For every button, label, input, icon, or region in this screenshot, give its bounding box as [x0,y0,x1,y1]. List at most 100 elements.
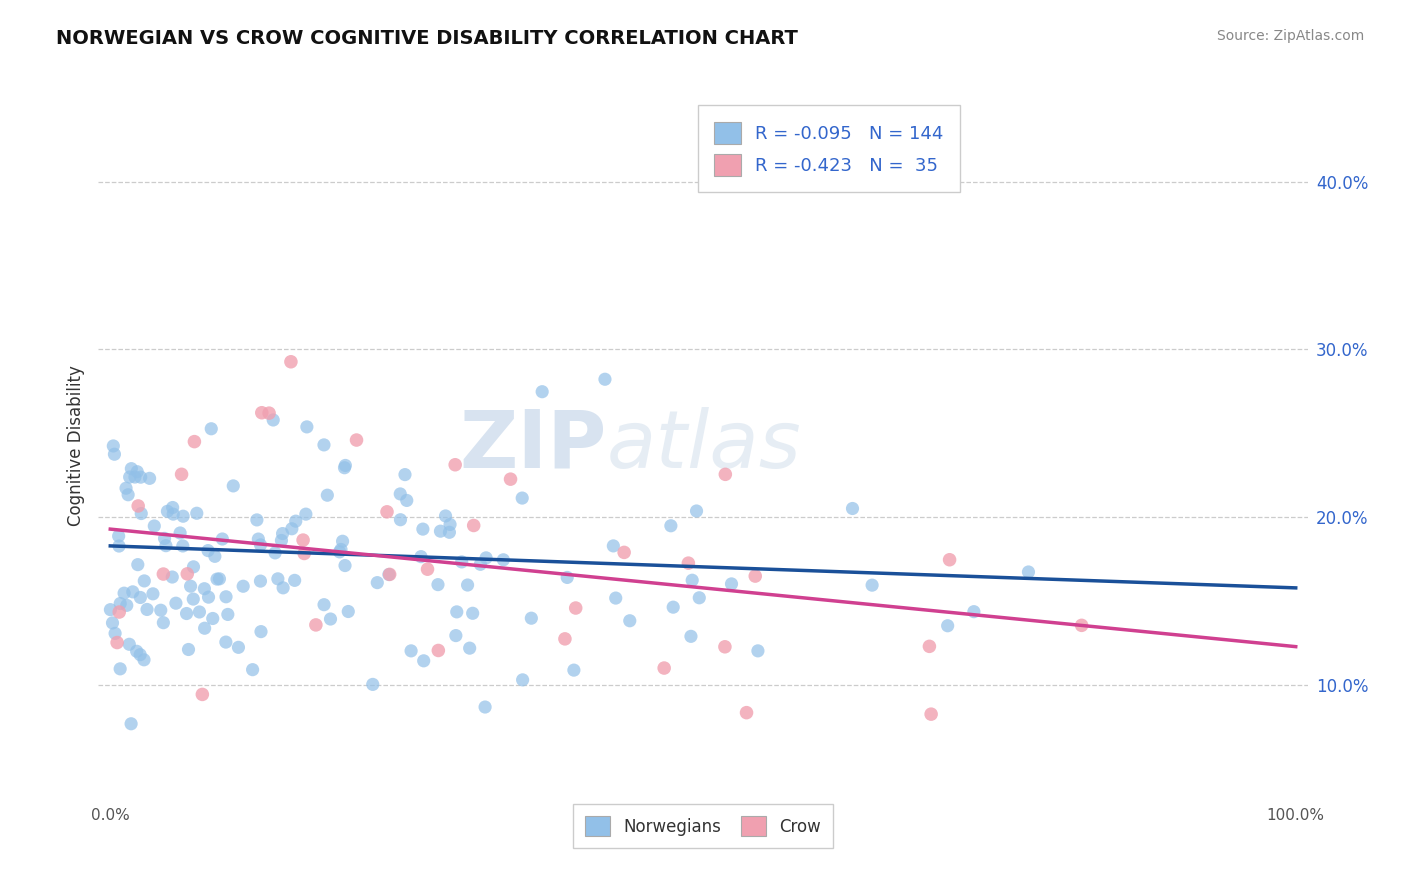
Point [510,491,533,505]
Point [129,648,152,662]
Point [312,438,335,452]
Point [328,545,350,559]
Point [714,640,737,654]
Point [152,567,174,582]
Point [281,522,304,536]
Point [284,514,307,528]
Point [197,543,219,558]
Point [134,574,156,588]
Point [332,534,354,549]
Point [124,470,146,484]
Text: NORWEGIAN VS CROW COGNITIVE DISABILITY CORRELATION CHART: NORWEGIAN VS CROW COGNITIVE DISABILITY C… [56,29,799,48]
Point [605,591,627,605]
Point [335,458,357,473]
Point [208,572,231,586]
Point [108,539,131,553]
Point [193,582,215,596]
Point [470,558,492,572]
Point [389,513,412,527]
Point [399,644,422,658]
Point [103,447,125,461]
Point [409,549,432,564]
Point [292,533,315,547]
Point [115,599,138,613]
Point [499,472,522,486]
Point [118,470,141,484]
Point [271,526,294,541]
Point [194,621,217,635]
Point [264,546,287,560]
Point [101,615,124,630]
Point [305,618,328,632]
Text: atlas: atlas [606,407,801,485]
Point [280,355,302,369]
Point [217,607,239,622]
Point [284,574,307,588]
Point [132,653,155,667]
Point [120,716,142,731]
Point [659,518,682,533]
Point [127,499,149,513]
Point [267,572,290,586]
Point [520,611,543,625]
Point [191,687,214,701]
Point [562,663,585,677]
Point [249,574,271,588]
Point [108,597,131,611]
Point [183,434,205,449]
Point [475,550,498,565]
Point [444,629,467,643]
Point [138,471,160,485]
Point [211,532,233,546]
Point [162,500,184,515]
Text: Source: ZipAtlas.com: Source: ZipAtlas.com [1216,29,1364,44]
Point [366,575,388,590]
Point [554,632,576,646]
Point [439,525,461,540]
Point [427,643,450,657]
Point [127,558,149,572]
Point [204,549,226,564]
Point [172,539,194,553]
Point [412,522,434,536]
Point [714,467,737,482]
Point [378,567,401,582]
Point [112,586,135,600]
Point [434,508,457,523]
Point [125,644,148,658]
Point [330,542,353,557]
Point [142,587,165,601]
Point [685,504,707,518]
Point [457,578,479,592]
Point [450,555,472,569]
Point [155,539,177,553]
Point [602,539,624,553]
Point [270,533,292,548]
Point [250,624,273,639]
Point [461,607,484,621]
Point [200,422,222,436]
Y-axis label: Cognitive Disability: Cognitive Disability [66,366,84,526]
Text: ZIP: ZIP [458,407,606,485]
Point [188,605,211,619]
Point [129,507,152,521]
Point [292,546,315,560]
Point [920,707,942,722]
Point [103,439,125,453]
Point [427,577,450,591]
Point [439,517,461,532]
Point [108,605,131,619]
Point [262,413,284,427]
Point [429,524,451,538]
Point [474,700,496,714]
Point [176,566,198,581]
Point [679,629,702,643]
Point [458,641,481,656]
Point [162,507,184,521]
Legend: Norwegians, Crow: Norwegians, Crow [574,805,832,848]
Point [395,493,418,508]
Point [361,677,384,691]
Point [860,578,883,592]
Point [120,461,142,475]
Point [747,644,769,658]
